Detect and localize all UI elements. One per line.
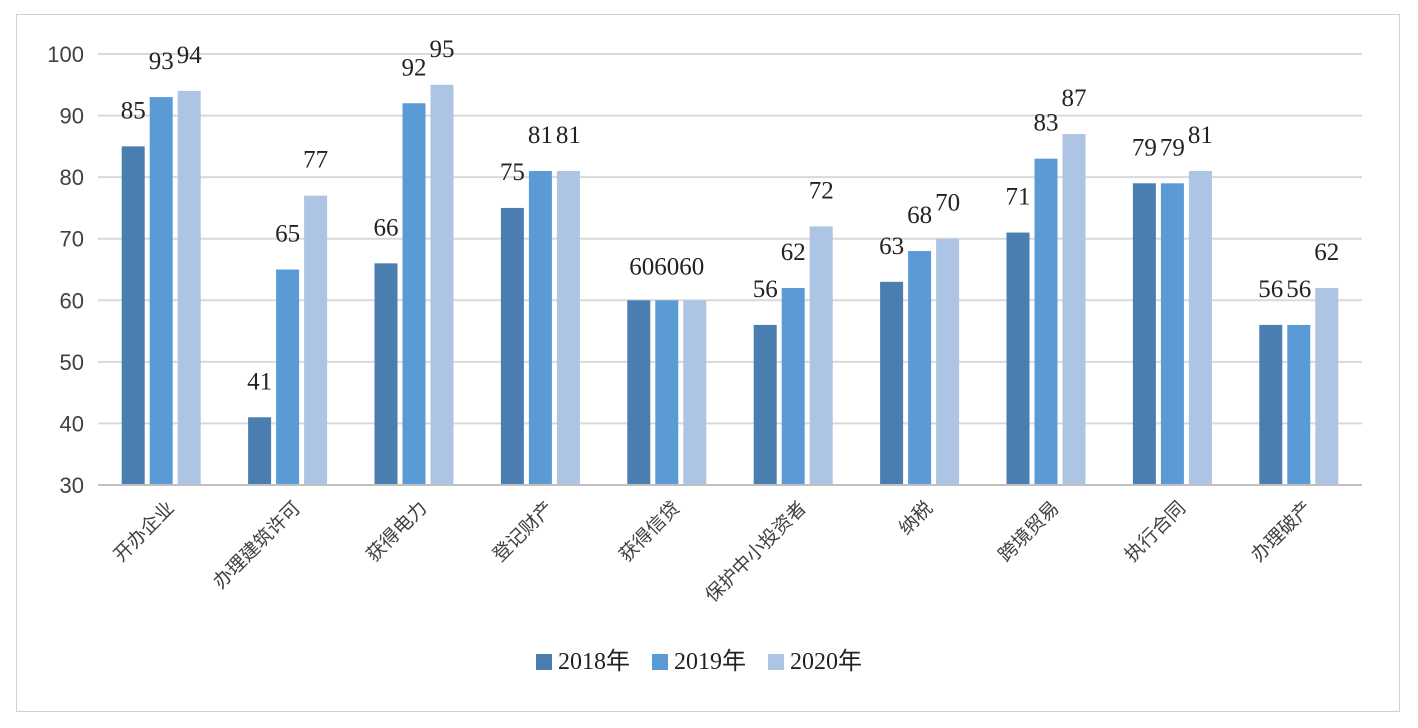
data-label: 56 bbox=[1258, 276, 1283, 303]
legend: 2018年 2019年 2020年 bbox=[536, 648, 862, 675]
legend-label: 2020年 bbox=[790, 648, 862, 675]
bar-2019-5 bbox=[781, 287, 805, 485]
bar-2018-4 bbox=[627, 300, 651, 485]
bar-2020-5 bbox=[809, 226, 833, 485]
y-tick-label: 80 bbox=[60, 165, 84, 190]
data-label-group: 606060 bbox=[629, 253, 704, 280]
data-label: 41 bbox=[247, 368, 272, 395]
bar-2018-3 bbox=[500, 207, 524, 485]
x-category-label: 办理建筑许可 bbox=[209, 497, 305, 593]
data-label: 85 bbox=[121, 97, 146, 124]
data-label: 87 bbox=[1062, 85, 1087, 112]
data-label: 95 bbox=[430, 36, 455, 63]
bar-2018-0 bbox=[121, 146, 145, 485]
bar-2018-5 bbox=[753, 324, 777, 485]
x-category-label: 办理破产 bbox=[1247, 497, 1316, 566]
bar-2019-4 bbox=[655, 300, 679, 485]
bar-2020-4 bbox=[683, 300, 707, 485]
y-tick-label: 60 bbox=[60, 288, 84, 313]
legend-label: 2018年 bbox=[558, 648, 630, 675]
data-label: 62 bbox=[1314, 239, 1339, 266]
bar-2019-8 bbox=[1160, 183, 1184, 486]
y-axis: 30 40 50 60 70 80 90 100 bbox=[47, 42, 84, 498]
x-category-label: 纳税 bbox=[895, 497, 937, 539]
x-category-label: 登记财产 bbox=[489, 497, 558, 566]
bar-2020-0 bbox=[177, 90, 201, 485]
bar-2019-7 bbox=[1034, 158, 1058, 485]
bars bbox=[121, 84, 1339, 486]
legend-swatch bbox=[536, 654, 552, 670]
data-label: 94 bbox=[177, 42, 203, 69]
bar-2020-3 bbox=[556, 170, 580, 485]
data-label: 65 bbox=[275, 221, 300, 248]
data-label: 81 bbox=[528, 122, 553, 149]
y-tick-label: 50 bbox=[60, 350, 84, 375]
y-tick-label: 90 bbox=[60, 104, 84, 129]
bar-2018-7 bbox=[1006, 232, 1030, 485]
legend-swatch bbox=[652, 654, 668, 670]
bar-2020-8 bbox=[1188, 170, 1212, 485]
bar-2020-7 bbox=[1062, 134, 1086, 486]
bar-2018-2 bbox=[374, 263, 398, 485]
y-tick-label: 40 bbox=[60, 411, 84, 436]
data-label: 56 bbox=[753, 276, 778, 303]
legend-label: 2019年 bbox=[674, 648, 746, 675]
x-category-label: 开办企业 bbox=[109, 497, 178, 566]
bar-2018-1 bbox=[248, 417, 272, 485]
bar-2020-1 bbox=[304, 195, 328, 485]
x-category-label: 获得信贷 bbox=[615, 497, 684, 566]
data-label: 72 bbox=[809, 177, 834, 204]
data-label: 66 bbox=[374, 214, 399, 241]
data-label: 79 bbox=[1132, 134, 1157, 161]
data-label: 62 bbox=[781, 239, 806, 266]
chart-frame bbox=[16, 14, 1400, 712]
x-axis: 开办企业 办理建筑许可 获得电力 登记财产 获得信贷 保护中小投资者 纳税 跨境贸易 执行合同办… bbox=[98, 484, 1362, 607]
y-tick-label: 70 bbox=[60, 227, 84, 252]
data-label: 92 bbox=[402, 54, 427, 81]
data-label: 79 bbox=[1160, 134, 1185, 161]
data-label: 77 bbox=[303, 147, 328, 174]
x-category-label: 跨境贸易 bbox=[994, 497, 1063, 566]
data-label: 71 bbox=[1006, 184, 1031, 211]
bar-2019-0 bbox=[149, 97, 173, 485]
bar-2019-2 bbox=[402, 103, 426, 485]
x-category-label: 获得电力 bbox=[362, 497, 431, 566]
data-label: 75 bbox=[500, 159, 525, 186]
data-label: 68 bbox=[907, 202, 932, 229]
data-label: 81 bbox=[556, 122, 581, 149]
bar-2019-9 bbox=[1287, 324, 1311, 485]
bar-2018-6 bbox=[880, 281, 904, 485]
bar-2020-2 bbox=[430, 84, 454, 486]
y-tick-label: 30 bbox=[60, 473, 84, 498]
bar-2018-8 bbox=[1132, 183, 1156, 486]
bar-2020-6 bbox=[936, 238, 960, 485]
bar-2019-1 bbox=[276, 269, 300, 485]
data-label: 63 bbox=[879, 233, 904, 260]
y-tick-label: 100 bbox=[47, 42, 84, 67]
bar-2019-3 bbox=[528, 170, 552, 485]
x-category-label: 执行合同 bbox=[1121, 497, 1190, 566]
x-category-label: 保护中小投资者 bbox=[701, 497, 811, 607]
bar-2019-6 bbox=[908, 251, 932, 485]
legend-swatch bbox=[768, 654, 784, 670]
bar-2018-9 bbox=[1259, 324, 1283, 485]
data-label: 70 bbox=[935, 190, 960, 217]
data-label: 81 bbox=[1188, 122, 1213, 149]
data-label: 93 bbox=[149, 48, 174, 75]
bar-2020-9 bbox=[1315, 287, 1339, 485]
data-label: 83 bbox=[1034, 110, 1059, 137]
data-label: 56 bbox=[1286, 276, 1311, 303]
